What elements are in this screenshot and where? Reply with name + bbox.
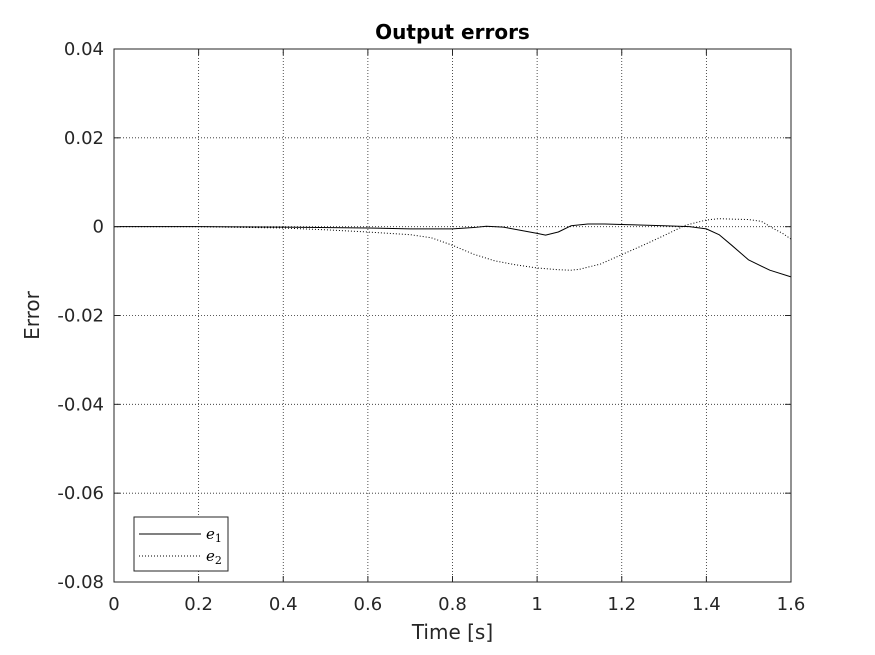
x-tick-label: 1.2 bbox=[607, 594, 636, 615]
legend-label-e1: e1 bbox=[206, 525, 222, 545]
y-tick-label: -0.06 bbox=[57, 483, 104, 504]
tick-marks bbox=[113, 48, 792, 583]
x-tick-label: 1 bbox=[531, 594, 542, 615]
x-tick-label: 0.8 bbox=[438, 594, 467, 615]
y-tick-label: 0.04 bbox=[64, 39, 104, 60]
x-tick-label: 0.2 bbox=[184, 594, 213, 615]
x-tick-label: 1.6 bbox=[777, 594, 806, 615]
x-tick-label: 0.6 bbox=[354, 594, 383, 615]
x-axis-label: Time [s] bbox=[411, 620, 493, 644]
tick-labels: 0 0.2 0.4 0.6 0.8 1 1.2 1.4 1.6 0.04 0.02 0 -0.02 -0.… bbox=[57, 39, 805, 615]
x-tick-label: 1.4 bbox=[692, 594, 721, 615]
y-tick-label: 0.02 bbox=[64, 128, 104, 149]
y-axis-label: Error bbox=[20, 290, 44, 340]
series-group bbox=[114, 218, 792, 278]
series-line-e1 bbox=[114, 223, 792, 278]
y-tick-label: -0.08 bbox=[57, 572, 104, 593]
legend-box bbox=[133, 516, 229, 572]
chart-title: Output errors bbox=[375, 20, 530, 44]
y-tick-label: 0 bbox=[93, 217, 104, 238]
x-tick-label: 0.4 bbox=[269, 594, 298, 615]
legend-label-e2: e2 bbox=[206, 547, 222, 567]
y-tick-label: -0.04 bbox=[57, 394, 104, 415]
y-tick-label: -0.02 bbox=[57, 306, 104, 327]
x-tick-label: 0 bbox=[108, 594, 119, 615]
